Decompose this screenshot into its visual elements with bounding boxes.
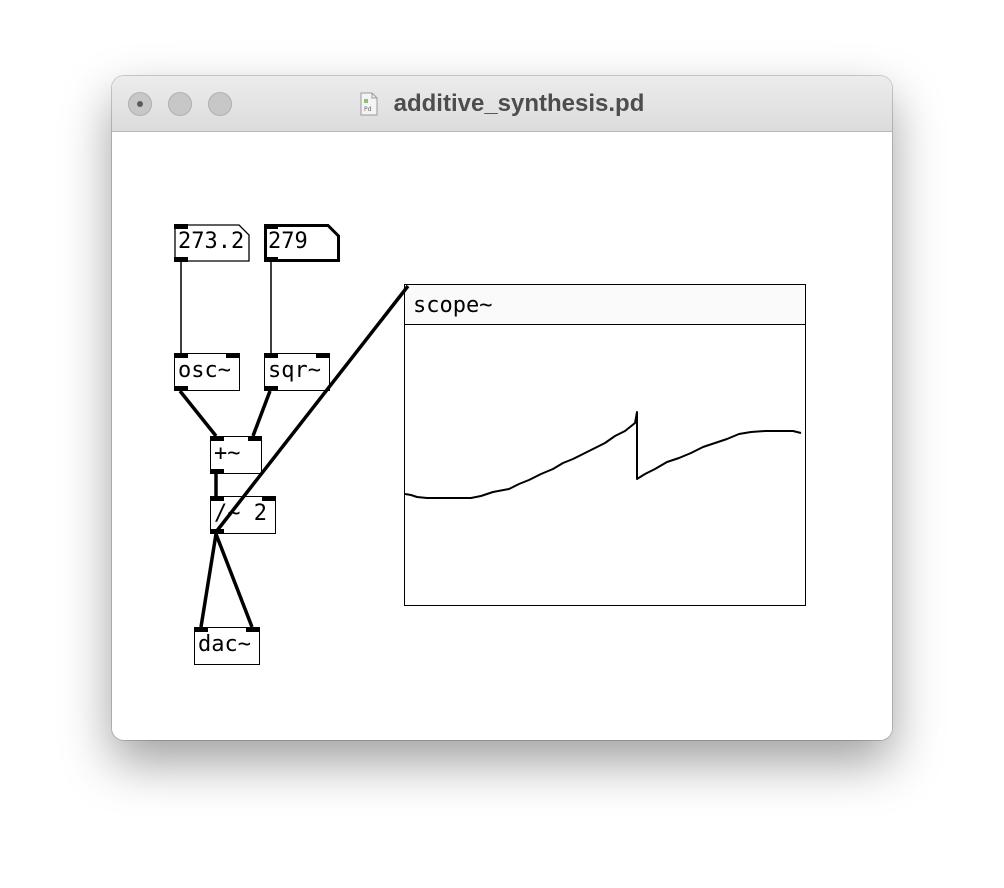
scope-header: scope~ [405, 285, 805, 325]
number-box-value: 273.2 [178, 229, 245, 254]
inlet[interactable] [194, 627, 208, 632]
sqr-object[interactable]: sqr~ [264, 353, 330, 391]
object-label: osc~ [178, 358, 231, 383]
outlet[interactable] [174, 386, 188, 391]
inlet[interactable] [174, 353, 188, 358]
outlet[interactable] [264, 386, 278, 391]
scope-waveform-display [405, 411, 802, 499]
zoom-button[interactable] [208, 92, 232, 116]
divide-object[interactable]: /~ 2 [210, 496, 276, 534]
outlet[interactable] [210, 529, 224, 534]
minimize-button[interactable] [168, 92, 192, 116]
object-label: sqr~ [268, 358, 321, 383]
number-box-value: 279 [268, 229, 308, 254]
inlet[interactable] [226, 353, 240, 358]
number-box-freq1[interactable]: 273.2 [174, 224, 250, 262]
inlet[interactable] [264, 353, 278, 358]
scope-object[interactable]: scope~ [404, 284, 806, 606]
dac-object[interactable]: dac~ [194, 627, 260, 665]
object-label: /~ 2 [214, 501, 267, 526]
inlet[interactable] [248, 436, 262, 441]
object-label: +~ [214, 441, 241, 466]
inlet[interactable] [210, 436, 224, 441]
inlet[interactable] [316, 353, 330, 358]
inlet[interactable] [246, 627, 260, 632]
svg-text:Pd: Pd [364, 106, 372, 113]
add-object[interactable]: +~ [210, 436, 262, 474]
object-label: dac~ [198, 632, 251, 657]
osc-object[interactable]: osc~ [174, 353, 240, 391]
close-dot-icon [137, 101, 143, 107]
window-title: additive_synthesis.pd [393, 89, 645, 117]
number-box-freq2[interactable]: 279 [264, 224, 340, 262]
scope-waveform-line [405, 411, 802, 499]
inlet[interactable] [210, 496, 224, 501]
close-button[interactable] [128, 92, 152, 116]
pd-document-icon: Pd [360, 92, 378, 116]
title-bar[interactable]: Pd additive_synthesis.pd [112, 76, 892, 132]
scope-label: scope~ [413, 293, 493, 318]
outlet[interactable] [210, 469, 224, 474]
inlet[interactable] [262, 496, 276, 501]
